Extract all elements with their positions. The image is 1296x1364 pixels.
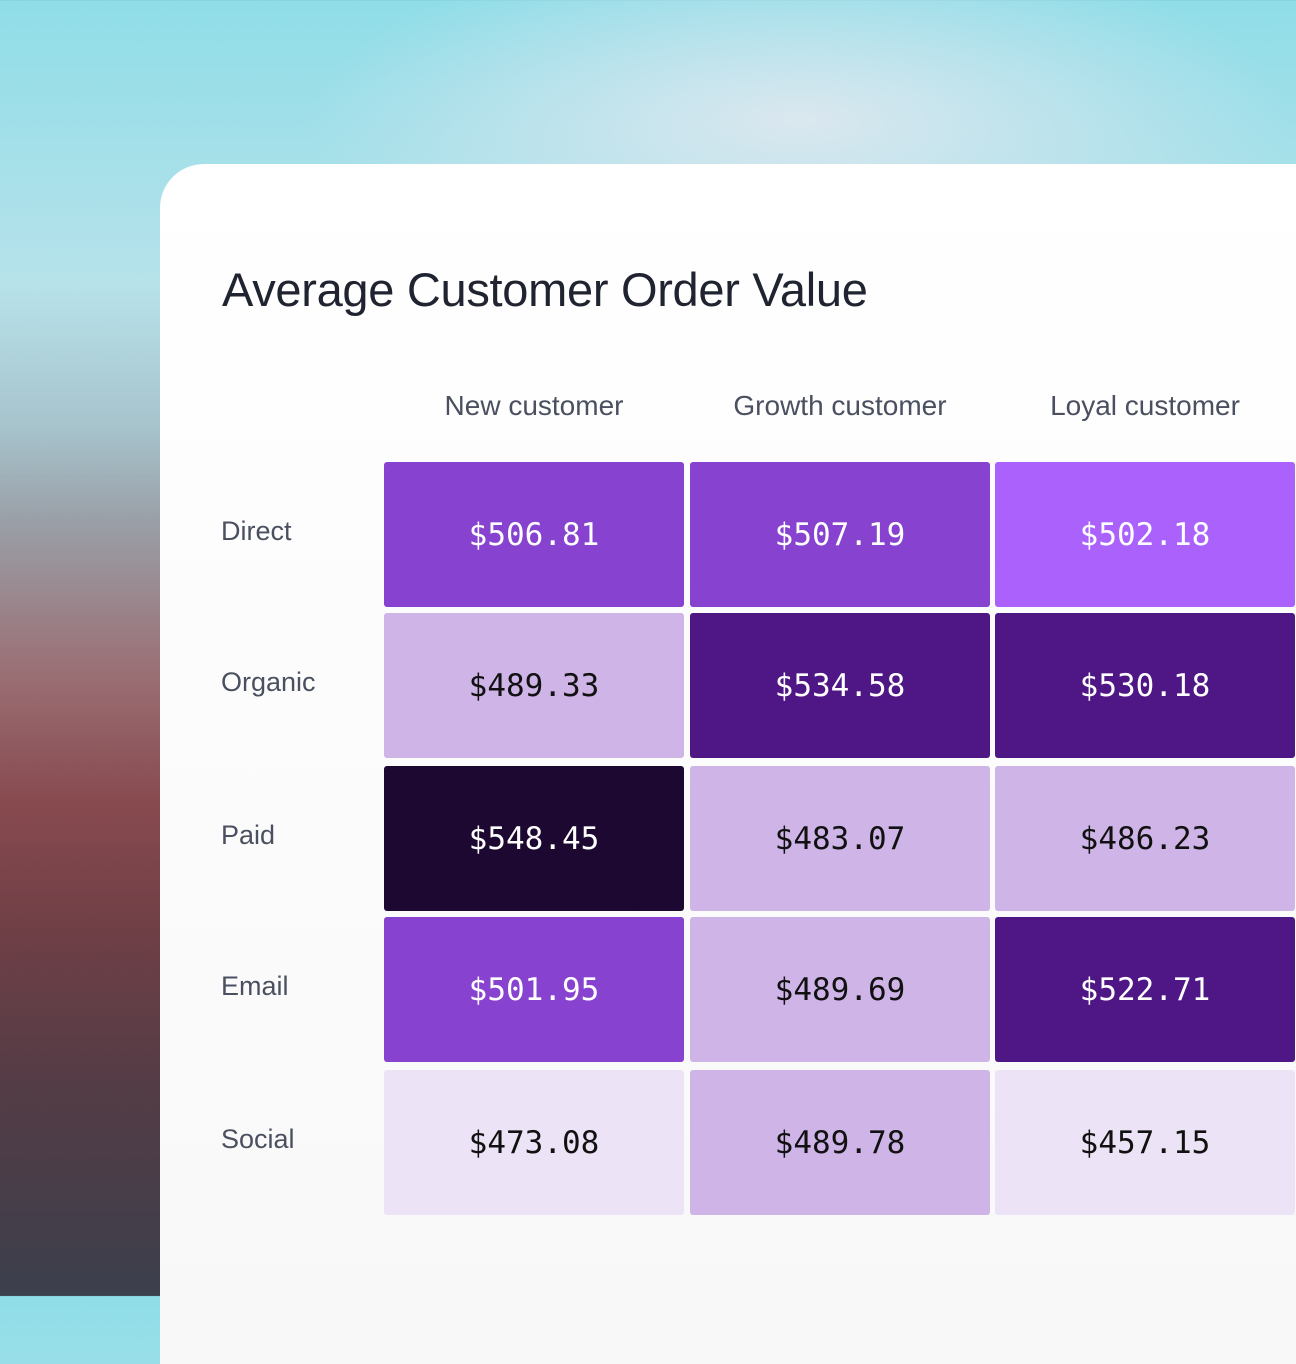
heatmap-cell: $483.07	[690, 766, 990, 911]
row-header: Organic	[221, 667, 316, 697]
row-header: Social	[221, 1124, 295, 1154]
chart-title: Average Customer Order Value	[222, 263, 868, 316]
heatmap-cell: $506.81	[384, 462, 684, 607]
column-header: Growth customer	[733, 390, 947, 421]
heatmap-cell: $473.08	[384, 1070, 684, 1215]
chart-card: Average Customer Order Value New custome…	[160, 164, 1296, 1364]
heatmap-cell: $489.78	[690, 1070, 990, 1215]
heatmap-cell: $530.18	[995, 613, 1295, 758]
heatmap-cell: $457.15	[995, 1070, 1295, 1215]
heatmap-cell: $489.33	[384, 613, 684, 758]
heatmap-cell: $534.58	[690, 613, 990, 758]
heatmap-cell: $522.71	[995, 917, 1295, 1062]
column-header: Loyal customer	[1050, 390, 1240, 421]
row-header: Direct	[221, 516, 292, 546]
heatmap-cell: $486.23	[995, 766, 1295, 911]
column-header: New customer	[444, 390, 624, 421]
heatmap-cell: $502.18	[995, 462, 1295, 607]
heatmap-cell: $501.95	[384, 917, 684, 1062]
row-header: Paid	[221, 820, 276, 850]
heatmap-cell: $507.19	[690, 462, 990, 607]
heatmap-cell: $548.45	[384, 766, 684, 911]
heatmap-cell: $489.69	[690, 917, 990, 1062]
row-header: Email	[221, 971, 289, 1001]
